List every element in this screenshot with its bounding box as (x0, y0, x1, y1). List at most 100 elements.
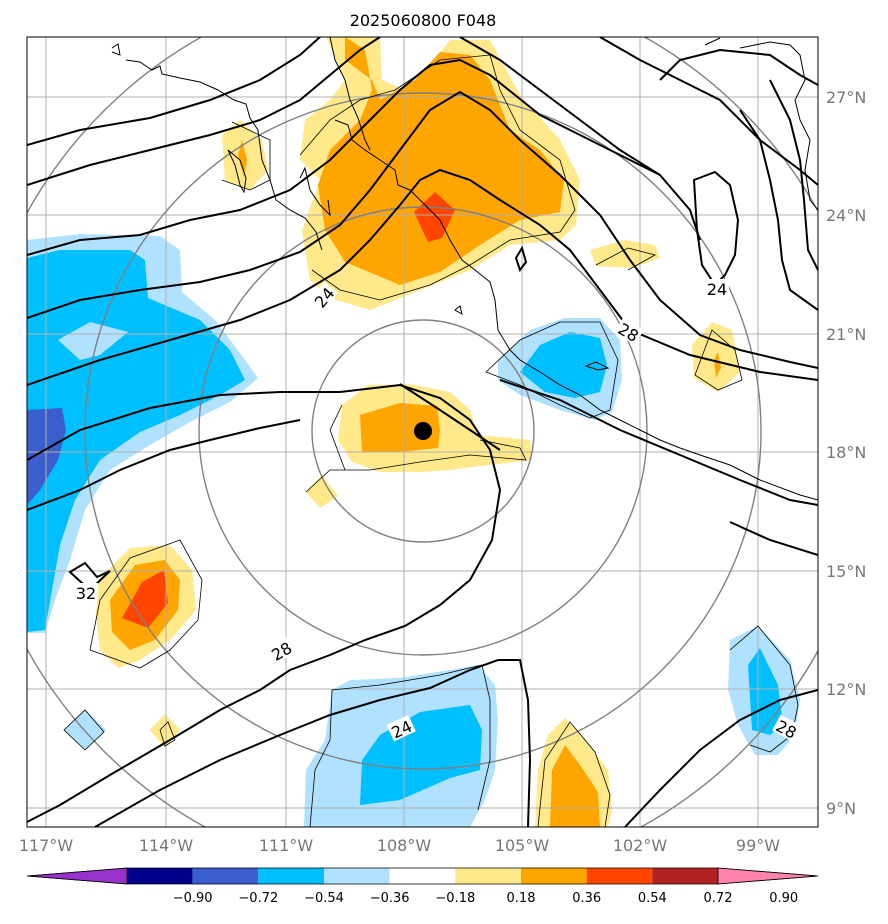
thin-contour (89, 539, 203, 669)
shade-orange-far-east (714, 352, 721, 378)
colorbar-tick-label: −0.72 (238, 891, 278, 906)
colorbar-tick-label: 0.90 (769, 891, 798, 906)
map-border (26, 36, 819, 828)
shade-blue-east (520, 332, 607, 398)
lat-label: 27°N (826, 88, 866, 107)
colorbar-segment (652, 868, 718, 884)
colorbar-tick-label: 0.36 (572, 891, 601, 906)
shade-yellow-center-small (306, 475, 338, 508)
thick-contours (27, 37, 818, 827)
coastline-baja-peninsula (227, 149, 247, 194)
lon-label: 117°W (19, 836, 74, 855)
thin-contour (329, 404, 346, 471)
lon-label: 99°W (736, 836, 780, 855)
thick-contour (624, 689, 818, 827)
thin-contour (63, 709, 105, 751)
thick-contour (739, 109, 818, 311)
svg-text:32: 32 (76, 584, 96, 603)
graticule (27, 37, 818, 827)
thin-contour (309, 664, 491, 827)
colorbar-segment (192, 868, 259, 884)
coastline-isla (584, 361, 610, 371)
contour-label: 24 (705, 279, 729, 299)
lat-label: 9°N (826, 799, 856, 818)
shade-orange-small-nw (238, 140, 247, 178)
range-ring (198, 206, 648, 656)
thin-contour (299, 54, 576, 301)
coastline-small-island (454, 305, 463, 316)
lon-label: 108°W (377, 836, 432, 855)
colorbar-segment (586, 868, 653, 884)
coastline-upper-mainland (329, 37, 371, 151)
thin-contour (305, 439, 527, 493)
thick-contour (499, 379, 818, 506)
shade-red-sw (122, 570, 168, 628)
shade-orange-center (360, 403, 440, 452)
lat-label: 21°N (826, 325, 866, 344)
lat-label: 15°N (826, 562, 866, 581)
lat-tick-labels: 27°N 24°N 21°N 18°N 15°N 12°N 9°N (826, 88, 866, 818)
thin-contour (221, 121, 271, 191)
colorbar (26, 867, 819, 885)
thin-contour (729, 625, 799, 753)
thick-contour (27, 419, 301, 511)
thick-contour (692, 170, 740, 287)
colorbar-tick-label: −0.18 (435, 891, 475, 906)
colorbar-segment (455, 868, 521, 884)
thin-contour (159, 721, 176, 747)
shade-orange-south-east (550, 745, 600, 827)
lon-label: 111°W (259, 836, 314, 855)
lon-label: 114°W (139, 836, 194, 855)
lon-label: 105°W (495, 836, 550, 855)
coastline-baja-mainland (111, 43, 818, 501)
figure-title: 2025060800 F048 (350, 11, 497, 30)
lon-tick-labels: 117°W 114°W 111°W 108°W 105°W 102°W 99°W (19, 836, 780, 855)
coastline-east-upper (704, 37, 818, 211)
colorbar-tick-label: −0.90 (173, 891, 213, 906)
range-ring (311, 319, 535, 543)
thick-contour (399, 383, 501, 451)
colorbar-tick-label: −0.36 (370, 891, 410, 906)
thick-contour (27, 383, 502, 823)
thick-contour (729, 521, 818, 556)
thin-contour (485, 321, 619, 419)
svg-text:24: 24 (707, 280, 727, 299)
thick-contour (27, 37, 381, 186)
colorbar-tick-label: −0.54 (304, 891, 344, 906)
lon-label: 102°W (613, 836, 668, 855)
map-area: 24 24 28 32 28 24 (27, 37, 818, 827)
colorbar-segment (717, 867, 819, 885)
lat-label: 24°N (826, 206, 866, 225)
shade-lightblue-hole (58, 322, 128, 360)
lat-label: 12°N (826, 680, 866, 699)
range-rings (27, 37, 818, 827)
thick-contour (94, 659, 532, 827)
colorbar-tick-label: 0.72 (704, 891, 733, 906)
thick-contour (27, 90, 818, 369)
colorbar-outline (26, 867, 819, 885)
thin-contours (63, 54, 799, 827)
thin-contour (537, 721, 611, 827)
thin-contour (595, 247, 657, 271)
colorbar-tick-label: 0.18 (507, 891, 536, 906)
thick-contour (27, 58, 701, 256)
shade-blue-se (748, 648, 783, 735)
colorbar-labels: −0.90 −0.72 −0.54 −0.36 −0.18 0.18 0.36 0.54 0.7… (173, 891, 798, 906)
thick-contour (769, 79, 818, 271)
lat-label: 18°N (826, 443, 866, 462)
colorbar-segment (521, 868, 587, 884)
thick-contour (659, 48, 818, 86)
colorbar-segment (26, 867, 128, 885)
colorbar-tick-label: 0.54 (638, 891, 667, 906)
coastline (111, 37, 818, 501)
colorbar-segment (127, 868, 193, 884)
colorbar-segment (258, 868, 324, 884)
thick-contour (459, 37, 661, 176)
range-ring (84, 92, 762, 770)
colorbar-segment (324, 868, 390, 884)
shade-yellow-diamond (150, 714, 180, 748)
storm-center-marker (414, 422, 432, 440)
shade-orange-north (318, 37, 564, 285)
thick-contour (514, 245, 528, 273)
